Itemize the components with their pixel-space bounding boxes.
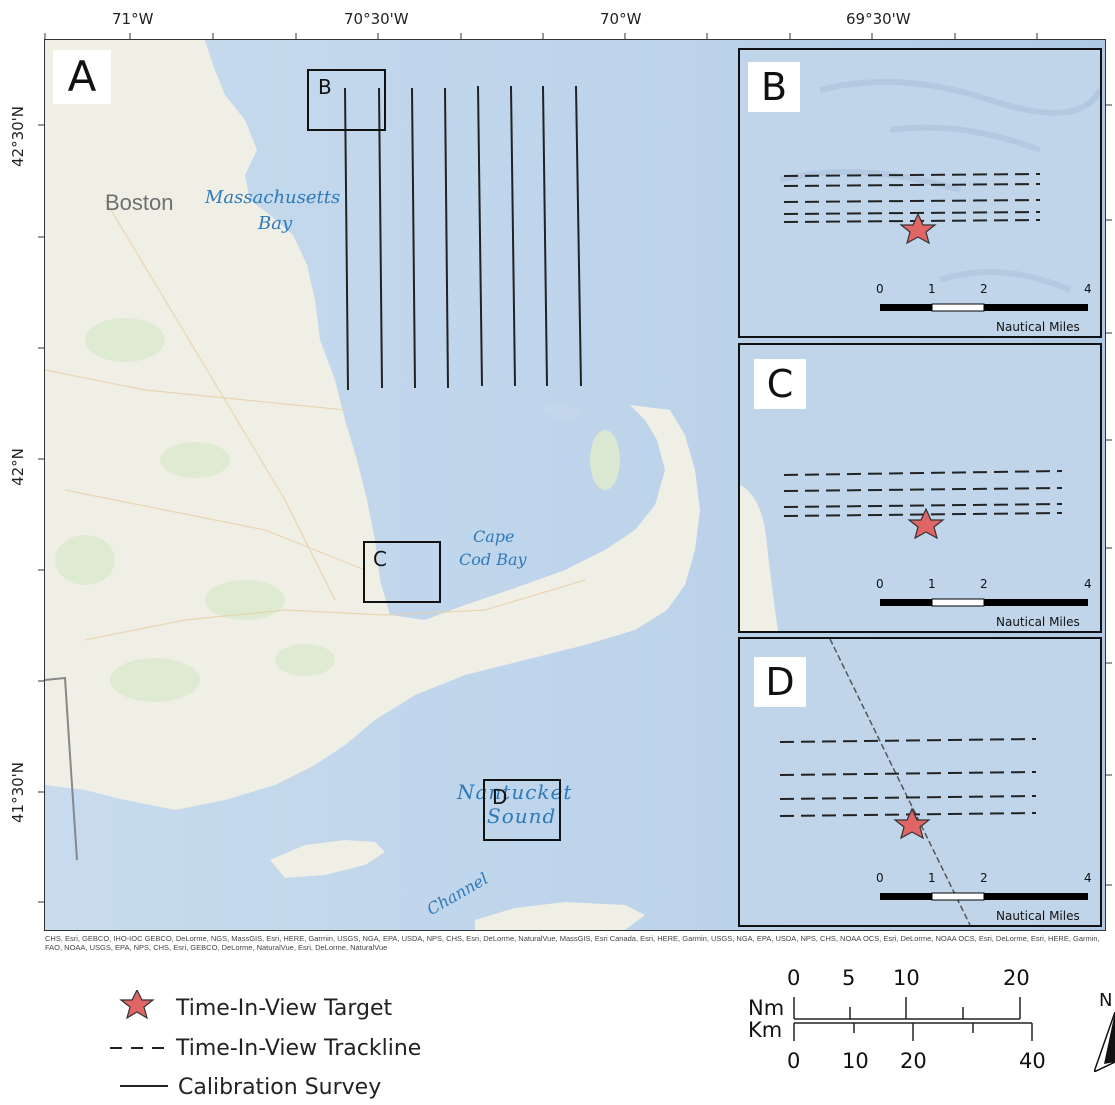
legend-symbols — [110, 990, 168, 1087]
inset-b-scale-tick-2: 2 — [980, 282, 988, 296]
inset-b-scale-tick-4: 4 — [1084, 282, 1092, 296]
scalebar-km-tick-40: 40 — [1019, 1049, 1046, 1073]
inset-d-scale-tick-1: 1 — [928, 871, 936, 885]
inset-d-scale-unit: Nautical Miles — [996, 909, 1080, 923]
legend-trackline-label: Time-In-View Trackline — [176, 1036, 422, 1061]
inset-b-scale-tick-0: 0 — [876, 282, 884, 296]
inset-c-scale-tick-1: 1 — [928, 577, 936, 591]
scalebar-nm-tick-10: 10 — [893, 966, 920, 990]
north-arrow-icon — [1094, 1012, 1115, 1072]
inset-c-drawing — [740, 470, 1088, 631]
calibration-survey-lines — [307, 69, 582, 841]
inset-b-scale-tick-1: 1 — [928, 282, 936, 296]
inset-d[interactable]: 0 1 2 4 Nautical Miles D — [738, 637, 1102, 927]
inset-c-scale-tick-0: 0 — [876, 577, 884, 591]
extent-box-c-label: C — [373, 547, 387, 571]
scalebar-km-tick-0: 0 — [787, 1049, 801, 1073]
boston-label: Boston — [105, 190, 174, 215]
scalebar-nm-label: Nm — [748, 996, 785, 1020]
longitude-label-71w: 71°W — [112, 10, 154, 28]
legend-target-label: Time-In-View Target — [176, 996, 393, 1021]
legend-calibration-label: Calibration Survey — [178, 1075, 382, 1100]
nantucket-sound-label-line2: Sound — [487, 804, 557, 828]
longitude-label-69-30w: 69°30'W — [846, 10, 911, 28]
massachusetts-bay-label-line2: Bay — [258, 213, 293, 234]
scalebar-km-tick-10: 10 — [842, 1049, 869, 1073]
inset-c-scale-tick-4: 4 — [1084, 577, 1092, 591]
scalebar-km-tick-20: 20 — [900, 1049, 927, 1073]
map-attribution: CHS, Esri, GEBCO, IHO-IOC GEBCO, DeLorme… — [45, 934, 1100, 952]
scalebar-km-label: Km — [748, 1018, 783, 1042]
scalebar-nm-tick-20: 20 — [1003, 966, 1030, 990]
inset-b[interactable]: 0 1 2 4 Nautical Miles B — [738, 48, 1102, 338]
inset-d-target-star — [893, 807, 931, 840]
inset-c-scale-tick-2: 2 — [980, 577, 988, 591]
inset-d-scale-tick-2: 2 — [980, 871, 988, 885]
panel-b-label: B — [748, 62, 800, 112]
inset-b-drawing — [779, 79, 1100, 312]
main-scalebar-drawing — [793, 997, 1033, 1041]
inset-c[interactable]: 0 1 2 4 Nautical Miles C — [738, 343, 1102, 633]
longitude-label-70w: 70°W — [600, 10, 642, 28]
inset-c-target-star — [907, 507, 945, 540]
inset-d-drawing — [779, 639, 1088, 925]
inset-b-target-star — [899, 212, 937, 245]
legend-target-star-icon — [119, 990, 155, 1020]
massachusetts-bay-label-line1: Massachusetts — [205, 187, 341, 208]
north-arrow-label: N — [1099, 990, 1113, 1011]
nantucket-sound-label-line1: Nantucket — [457, 780, 573, 804]
inset-c-scale-unit: Nautical Miles — [996, 615, 1080, 629]
inset-d-scale-tick-4: 4 — [1084, 871, 1092, 885]
inset-d-scale-tick-0: 0 — [876, 871, 884, 885]
panel-a-label: A — [53, 50, 111, 104]
longitude-label-70-30w: 70°30'W — [344, 10, 409, 28]
extent-box-b-label: B — [318, 75, 332, 99]
cape-cod-bay-label-line2: Cod Bay — [459, 550, 527, 569]
scalebar-nm-tick-0: 0 — [787, 966, 801, 990]
extent-box-d-label: D — [492, 785, 508, 809]
scalebar-nm-tick-5: 5 — [842, 966, 856, 990]
inset-b-scale-unit: Nautical Miles — [996, 320, 1080, 334]
extent-box-b — [307, 69, 386, 131]
panel-d-label: D — [754, 657, 806, 707]
cape-cod-bay-label-line1: Cape — [473, 527, 515, 546]
panel-c-label: C — [754, 359, 806, 409]
extent-box-c — [363, 541, 441, 603]
extent-box-d — [483, 779, 561, 841]
